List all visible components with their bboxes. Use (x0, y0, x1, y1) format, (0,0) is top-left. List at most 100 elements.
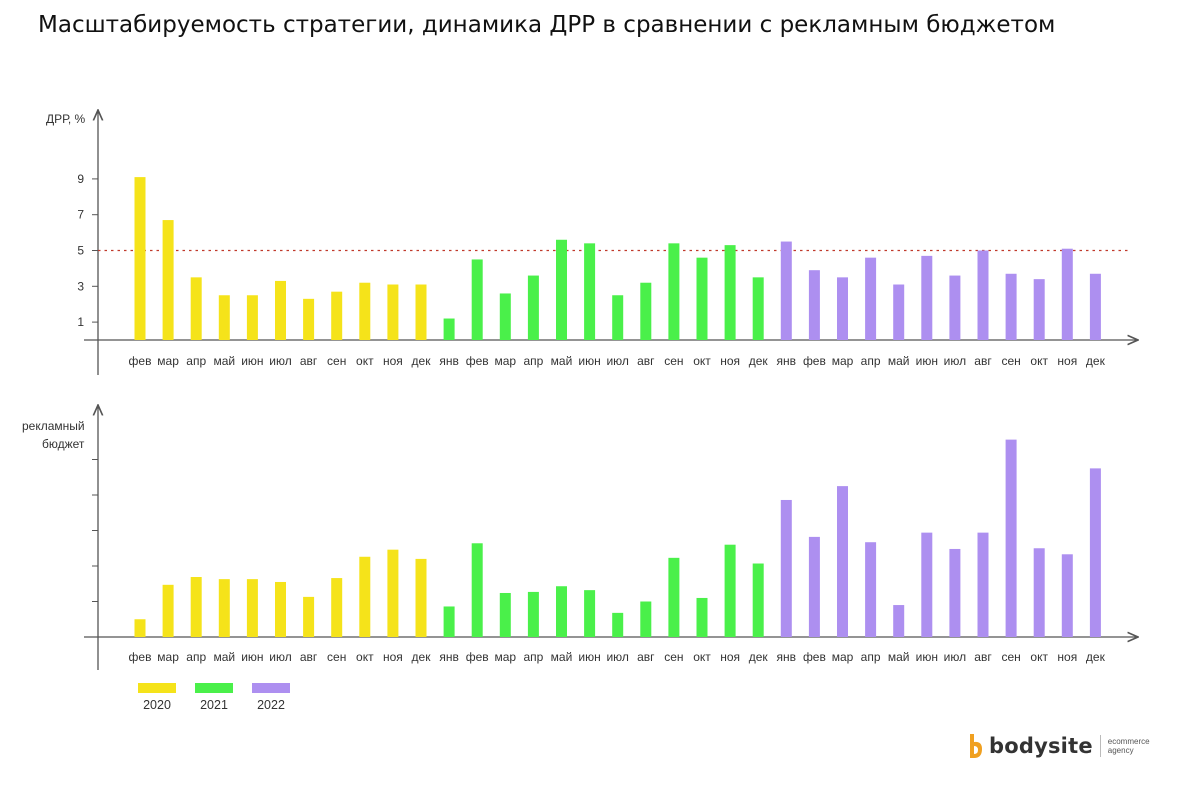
drr-y-tick-label: 5 (77, 244, 84, 258)
bodysite-logo: bodysite ecommerce agency (968, 732, 1158, 760)
budget-bar (668, 557, 680, 637)
budget-x-tick-label: янв (777, 650, 797, 664)
logo-tagline: ecommerce agency (1108, 737, 1158, 755)
budget-bar (1005, 439, 1017, 637)
budget-x-tick-label: апр (523, 650, 543, 664)
drr-y-tick-label: 9 (77, 172, 84, 186)
budget-bar (724, 544, 736, 637)
drr-bar (443, 318, 455, 340)
legend-label-2020: 2020 (143, 698, 171, 712)
drr-bar (668, 243, 680, 340)
drr-bar (387, 284, 399, 340)
budget-bar (556, 586, 567, 637)
budget-x-tick-label: дек (749, 650, 769, 664)
budget-x-tick-label: июн (241, 650, 263, 664)
drr-x-tick-label: июн (578, 354, 600, 368)
budget-bar (612, 612, 624, 637)
budget-x-tick-label: май (213, 650, 235, 664)
logo-divider (1099, 735, 1101, 757)
drr-x-tick-label: апр (186, 354, 206, 368)
legend-swatch-2020 (138, 683, 176, 693)
budget-x-tick-label: дек (412, 650, 432, 664)
drr-bar (837, 277, 848, 340)
budget-bar (134, 619, 146, 637)
budget-bar (1061, 554, 1073, 637)
budget-bar (640, 601, 652, 637)
budget-x-tick-label: фев (466, 650, 489, 664)
drr-x-tick-label: июн (916, 354, 938, 368)
drr-x-tick-label: окт (693, 354, 711, 368)
drr-x-tick-label: апр (861, 354, 881, 368)
budget-bar (1089, 468, 1101, 637)
drr-x-tick-label: сен (664, 354, 683, 368)
drr-x-tick-label: ноя (720, 354, 740, 368)
drr-x-tick-label: мар (157, 354, 179, 368)
budget-x-tick-label: июн (916, 650, 938, 664)
budget-x-tick-label: янв (439, 650, 459, 664)
budget-bar (275, 581, 286, 637)
drr-bar (808, 270, 820, 340)
budget-bar (218, 579, 230, 637)
budget-x-tick-label: сен (1001, 650, 1020, 664)
drr-bar (1033, 279, 1045, 340)
budget-bar (246, 579, 258, 637)
drr-bar (752, 277, 764, 340)
drr-bar (977, 250, 989, 340)
drr-x-tick-label: мар (832, 354, 854, 368)
drr-x-tick-label: июн (241, 354, 263, 368)
budget-x-tick-label: июл (606, 650, 628, 664)
drr-y-tick-label: 1 (77, 315, 84, 329)
budget-x-tick-label: ноя (383, 650, 403, 664)
budget-bar (584, 590, 596, 637)
drr-x-tick-label: окт (1030, 354, 1048, 368)
drr-bar (696, 257, 708, 340)
drr-bar (1005, 273, 1017, 340)
logo-tagline-line1: ecommerce (1107, 737, 1150, 746)
budget-x-tick-label: авг (974, 650, 992, 664)
budget-x-tick-label: авг (300, 650, 318, 664)
budget-bar (443, 606, 455, 637)
drr-bar (331, 291, 343, 340)
drr-bar (556, 239, 567, 340)
drr-bar (275, 280, 286, 340)
legend-swatch-2021 (195, 683, 233, 693)
budget-x-tick-label: сен (327, 650, 346, 664)
budget-x-tick-label: фев (803, 650, 826, 664)
budget-x-tick-label: ноя (720, 650, 740, 664)
budget-x-tick-label: мар (157, 650, 179, 664)
budget-x-tick-label: май (888, 650, 910, 664)
page-title: Масштабируемость стратегии, динамика ДРР… (38, 12, 1056, 38)
legend: 2020 2021 2022 (138, 683, 290, 712)
drr-y-tick-label: 7 (77, 208, 84, 222)
budget-bar (808, 536, 820, 637)
drr-bar (640, 282, 652, 340)
budget-bar (696, 597, 708, 637)
budget-x-tick-label: апр (186, 650, 206, 664)
logo-tagline-line2: agency (1107, 746, 1134, 755)
budget-x-tick-label: сен (664, 650, 683, 664)
budget-x-tick-label: дек (1086, 650, 1106, 664)
budget-y-axis-label-line1: рекламный (22, 419, 85, 433)
legend-label-2021: 2021 (200, 698, 228, 712)
drr-bar (865, 257, 877, 340)
drr-x-tick-label: авг (637, 354, 655, 368)
drr-y-tick-label: 3 (77, 279, 84, 293)
drr-bar (471, 259, 483, 340)
drr-x-tick-label: апр (523, 354, 543, 368)
budget-bar (359, 556, 371, 637)
drr-x-tick-label: июл (269, 354, 291, 368)
drr-x-tick-label: фев (466, 354, 489, 368)
budget-bar (387, 549, 399, 637)
drr-bar (780, 241, 792, 340)
drr-bar (134, 177, 146, 340)
budget-bar (949, 548, 961, 637)
budget-bar (162, 584, 174, 637)
drr-bar (527, 275, 539, 340)
budget-bar (303, 596, 315, 637)
budget-bar (415, 558, 427, 637)
bodysite-logo-icon (970, 734, 982, 758)
drr-x-tick-label: фев (129, 354, 152, 368)
budget-bar (780, 499, 792, 637)
